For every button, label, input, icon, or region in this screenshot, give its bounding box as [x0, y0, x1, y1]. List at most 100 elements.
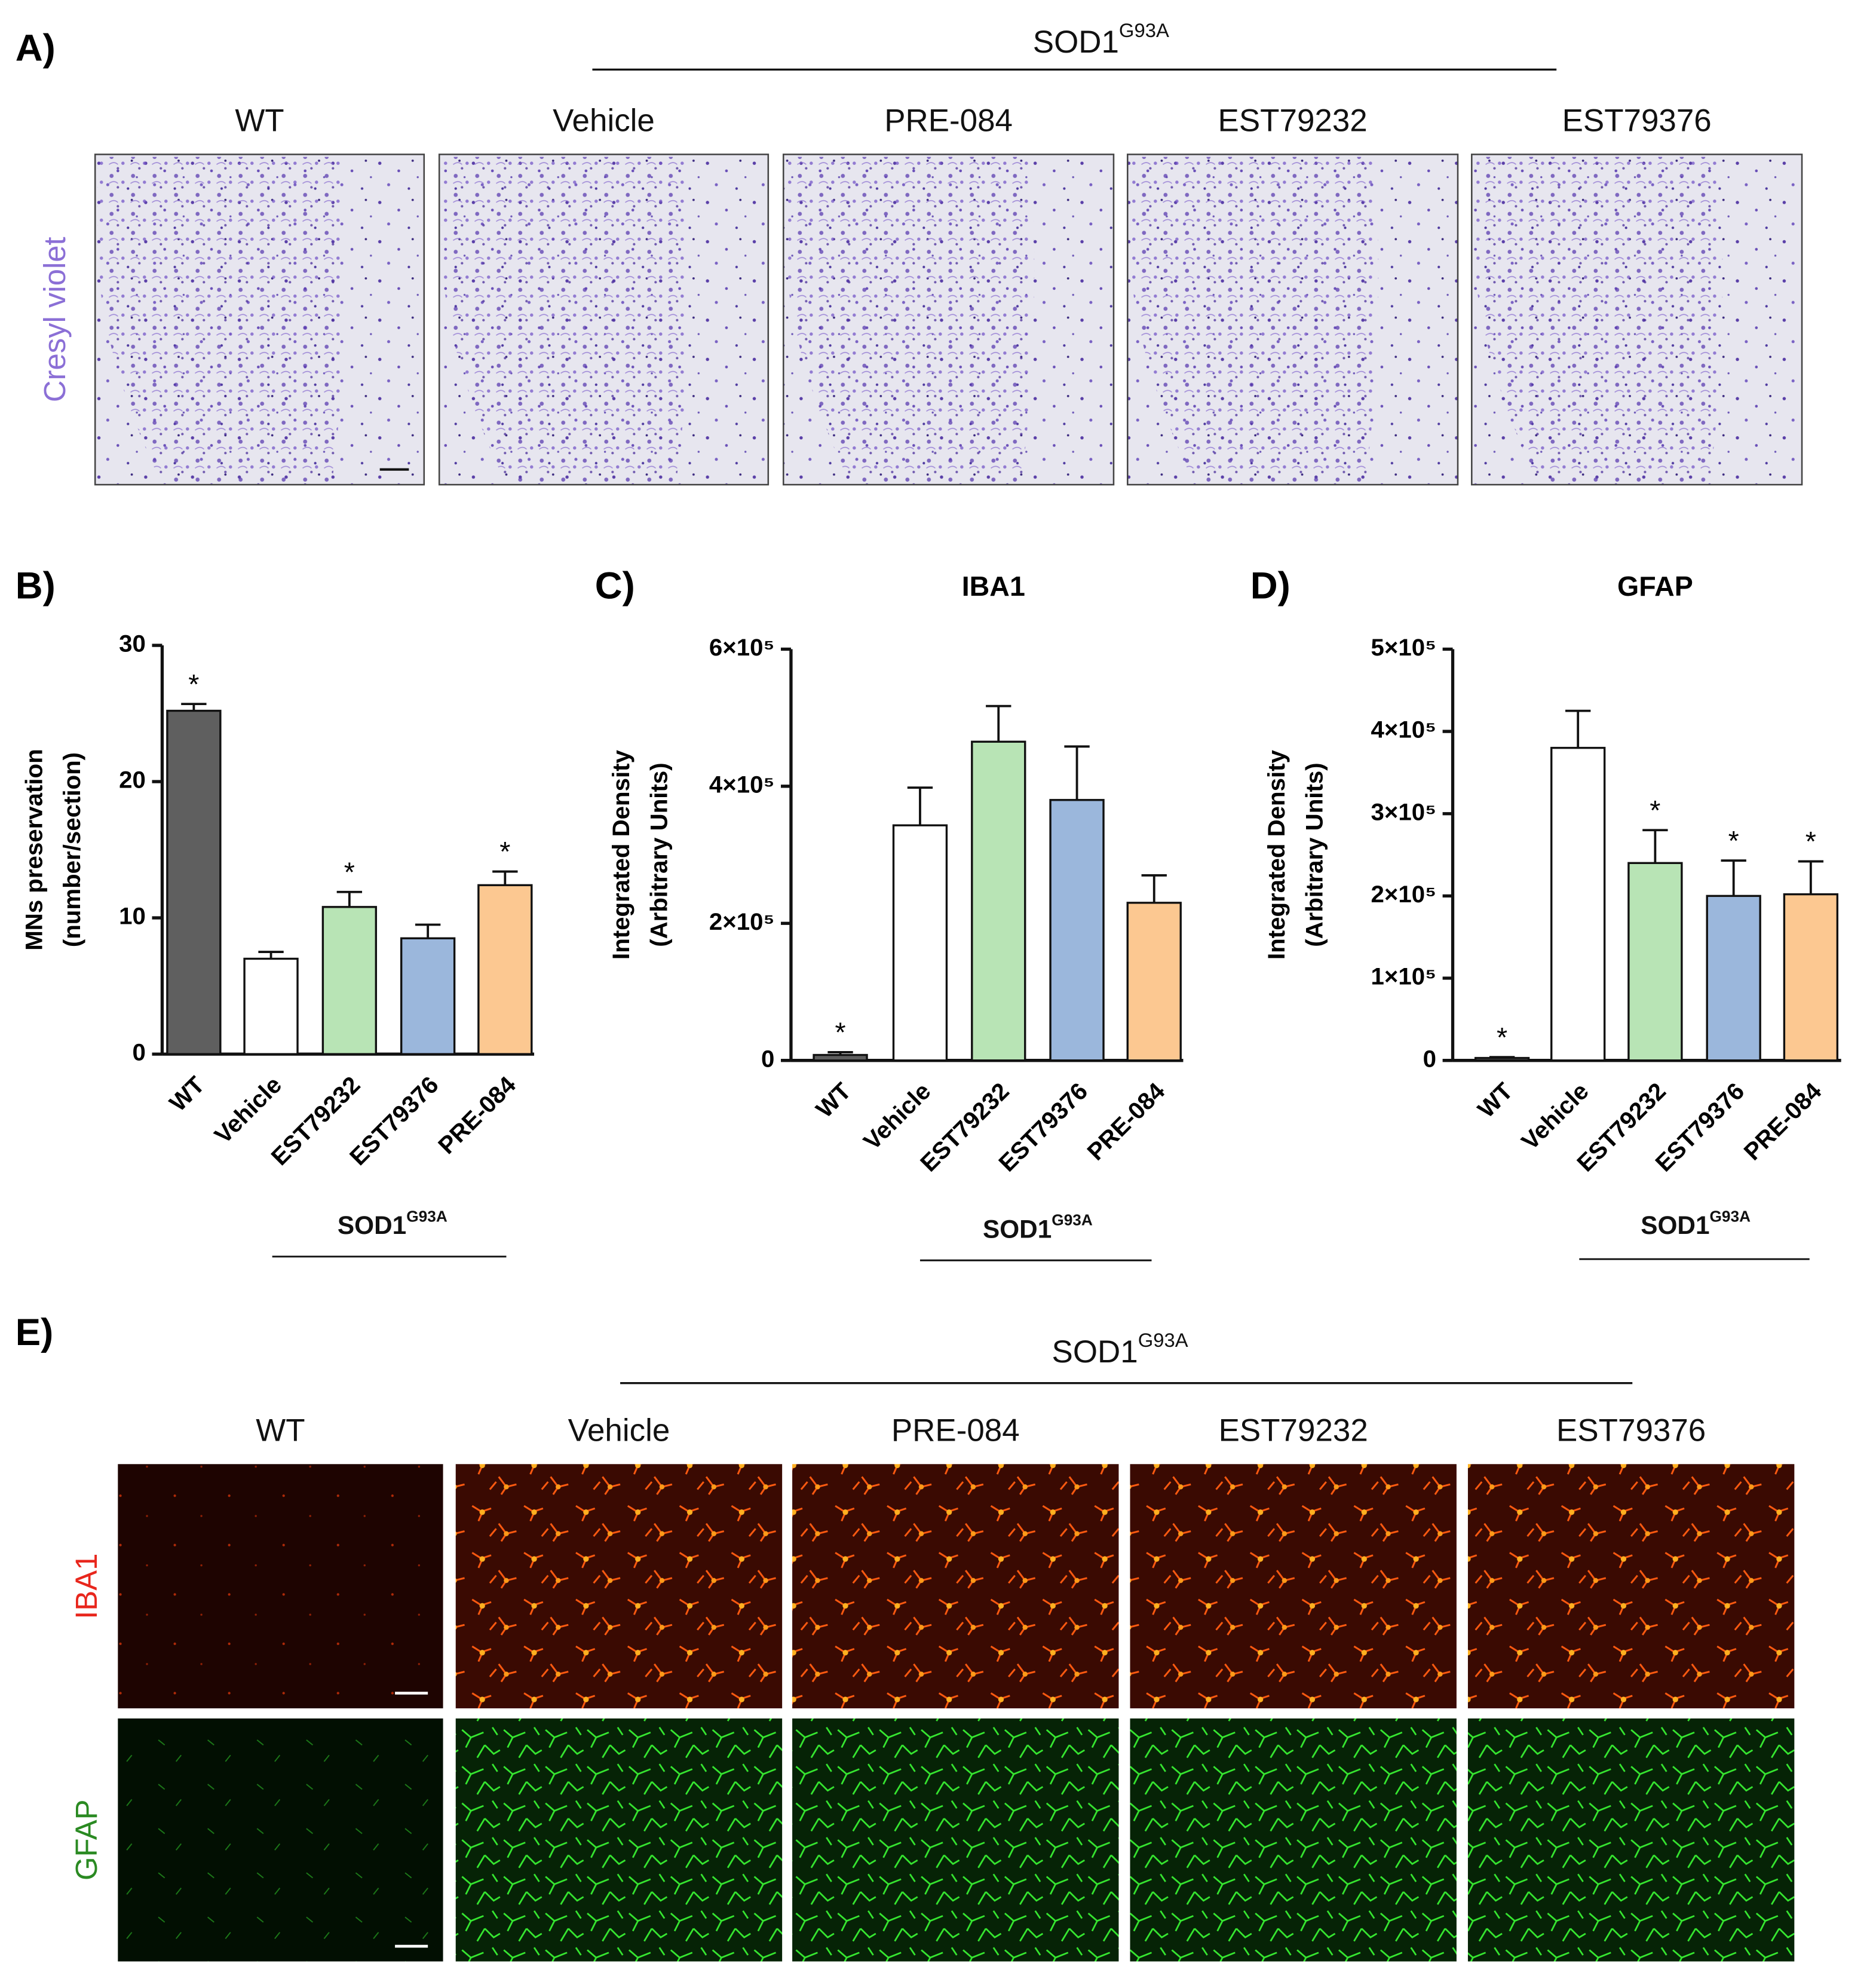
column-label: PRE-084 [884, 103, 1013, 138]
y-tick-label: 10 [119, 903, 146, 930]
bar [1126, 902, 1182, 1062]
bar [971, 740, 1026, 1062]
micrograph [1130, 1464, 1457, 1708]
panel-label: A) [16, 26, 56, 69]
micrograph [792, 1464, 1119, 1708]
x-tick-label: WT [811, 1077, 856, 1123]
group-label: SOD1G93A [338, 1207, 447, 1239]
y-tick-label: 5×10⁵ [1371, 634, 1436, 661]
group-label: SOD1G93A [1052, 1328, 1188, 1369]
significance-marker: * [835, 1017, 845, 1048]
chart-title: IBA1 [962, 571, 1025, 602]
bar [1049, 799, 1105, 1062]
column-label: WT [256, 1413, 305, 1448]
panel-label: C) [595, 565, 635, 607]
micrograph [455, 1718, 783, 1962]
group-label: SOD1G93A [1641, 1207, 1751, 1239]
panel-label: B) [16, 565, 56, 607]
column-label: EST79232 [1219, 1413, 1368, 1448]
micrograph [118, 1718, 443, 1962]
bar [321, 906, 378, 1055]
y-tick-label: 6×10⁵ [709, 634, 774, 661]
bar [1550, 746, 1606, 1062]
x-tick-label: PRE-084 [433, 1071, 522, 1159]
y-axis-label: (Arbitrary Units) [645, 762, 672, 946]
y-tick-label: 2×10⁵ [1371, 881, 1436, 908]
bar [1474, 1056, 1530, 1062]
bar [1706, 895, 1761, 1062]
significance-marker: * [188, 669, 199, 700]
grey-matter [1130, 157, 1379, 482]
y-tick-label: 4×10⁵ [1371, 716, 1436, 743]
grey-matter [97, 157, 345, 482]
column-label: Vehicle [553, 103, 655, 138]
group-label-base: SOD1 [1033, 24, 1119, 60]
panel-label: D) [1250, 565, 1290, 607]
bar [166, 709, 222, 1055]
group-label-sup: G93A [406, 1207, 447, 1225]
y-tick-label: 1×10⁵ [1371, 963, 1436, 990]
bar [1627, 862, 1683, 1062]
micrograph [1467, 1464, 1795, 1708]
column-label: Vehicle [568, 1413, 670, 1448]
y-tick-label: 30 [119, 630, 146, 657]
y-tick-label: 3×10⁵ [1371, 798, 1436, 825]
column-label: EST79376 [1562, 103, 1712, 138]
y-tick-label: 0 [1423, 1045, 1436, 1072]
x-tick-label: Vehicle [209, 1071, 287, 1149]
significance-marker: * [344, 856, 355, 887]
x-tick-label: PRE-084 [1739, 1077, 1827, 1166]
stain-label: Cresyl violet [38, 237, 72, 402]
bar [892, 824, 948, 1062]
group-label: SOD1G93A [1033, 19, 1169, 60]
micrograph [118, 1464, 443, 1708]
group-label-base: SOD1 [338, 1211, 406, 1239]
column-label: WT [235, 103, 284, 138]
y-axis-label: Integrated Density [608, 749, 634, 960]
bar [1783, 893, 1839, 1062]
group-label-base: SOD1 [983, 1215, 1052, 1243]
grey-matter [442, 157, 689, 482]
micrograph [792, 1718, 1119, 1962]
group-label-base: SOD1 [1052, 1334, 1138, 1370]
bar [477, 884, 533, 1055]
x-tick-label: WT [164, 1071, 210, 1116]
group-label-base: SOD1 [1641, 1211, 1709, 1239]
grey-matter [1474, 157, 1723, 482]
group-label-sup: G93A [1138, 1328, 1188, 1350]
panel-label: E) [16, 1311, 54, 1353]
group-label-sup: G93A [1052, 1211, 1093, 1229]
bar [813, 1053, 868, 1062]
column-label: EST79376 [1556, 1413, 1706, 1448]
y-axis-label: Integrated Density [1263, 749, 1290, 960]
bar [243, 957, 299, 1055]
y-axis-label: (Arbitrary Units) [1301, 762, 1328, 946]
micrograph [455, 1464, 783, 1708]
chart-title: GFAP [1617, 571, 1693, 602]
significance-marker: * [499, 836, 510, 867]
group-label-sup: G93A [1119, 19, 1169, 41]
y-tick-label: 2×10⁵ [709, 908, 774, 935]
significance-marker: * [1497, 1022, 1507, 1053]
micrograph [1130, 1718, 1457, 1962]
grey-matter [786, 157, 1035, 482]
bar [400, 937, 456, 1055]
significance-marker: * [1728, 825, 1739, 856]
x-tick-label: Vehicle [859, 1077, 936, 1155]
stain-label: GFAP [69, 1799, 103, 1880]
y-axis-label: MNs preservation [20, 749, 47, 950]
y-axis-label: (number/section) [59, 752, 85, 947]
y-tick-label: 0 [761, 1045, 774, 1072]
group-label-sup: G93A [1710, 1207, 1751, 1225]
significance-marker: * [1650, 795, 1660, 826]
x-tick-label: WT [1473, 1077, 1518, 1123]
stain-label: IBA1 [69, 1554, 103, 1619]
y-tick-label: 0 [133, 1039, 146, 1066]
micrograph [1467, 1718, 1795, 1962]
x-tick-label: Vehicle [1516, 1077, 1594, 1155]
y-tick-label: 4×10⁵ [709, 771, 774, 798]
column-label: PRE-084 [891, 1413, 1020, 1448]
group-label: SOD1G93A [983, 1211, 1093, 1243]
